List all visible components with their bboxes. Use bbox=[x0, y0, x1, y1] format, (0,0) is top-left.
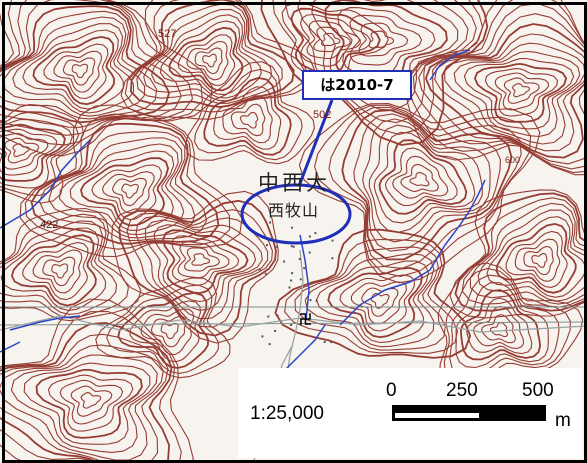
rivers bbox=[0, 49, 486, 376]
elevation-label-502: 502 bbox=[313, 109, 332, 121]
scale-bar-segment bbox=[462, 405, 546, 421]
scale-unit: m bbox=[555, 410, 571, 431]
place-name-large: 中西大 bbox=[258, 171, 330, 195]
temple-symbol-icon: 卍 bbox=[299, 313, 313, 328]
place-name-small: 西牧山 bbox=[268, 201, 320, 220]
scale-ratio: 1:25,000 bbox=[250, 403, 324, 424]
leader-line bbox=[297, 99, 334, 187]
elevation-label-600: 600 bbox=[505, 155, 521, 165]
scale-tick-250: 250 bbox=[446, 380, 478, 401]
scale-tick-500: 500 bbox=[522, 380, 554, 401]
scale-bar-gap bbox=[395, 413, 479, 418]
scale-tick-0: 0 bbox=[386, 380, 397, 401]
building-symbols bbox=[258, 221, 334, 346]
annotation-label: は2010-7 bbox=[302, 70, 412, 100]
highlight-ellipse bbox=[240, 183, 352, 245]
elevation-label-422: 422 bbox=[40, 219, 59, 231]
elevation-label-527: 527 bbox=[158, 28, 177, 40]
